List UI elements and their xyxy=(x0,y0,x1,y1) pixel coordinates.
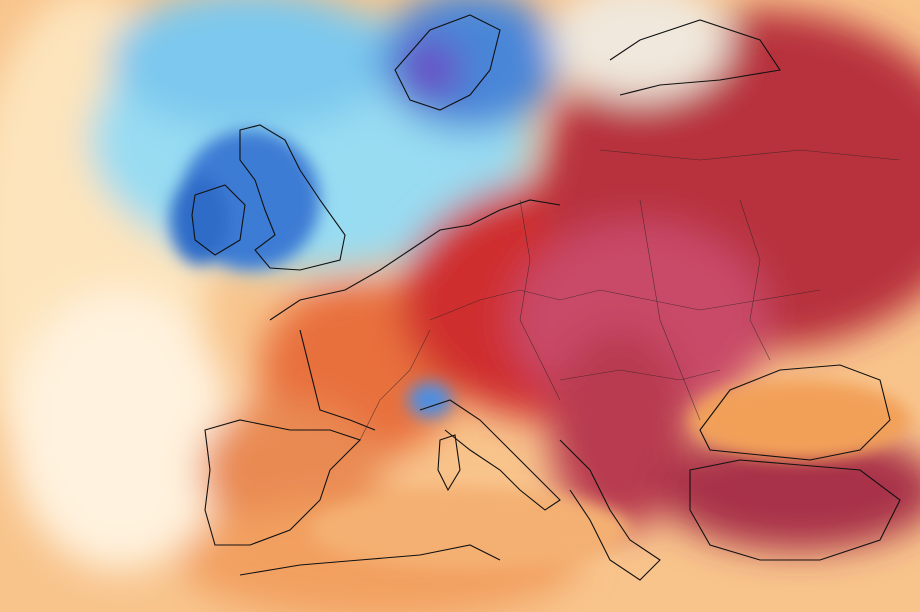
africa-coast xyxy=(239,544,501,576)
border-line xyxy=(739,199,771,361)
black-sea xyxy=(690,380,910,460)
ireland-coast xyxy=(191,184,246,256)
balkan-hot-area xyxy=(550,330,690,530)
italy-coast xyxy=(419,399,561,511)
anatolia-coast xyxy=(689,459,901,561)
balkan-coast xyxy=(559,439,661,581)
borders xyxy=(359,149,901,441)
corsica-sardinia-coast xyxy=(437,434,461,492)
ireland-cold-area xyxy=(170,175,230,265)
border-line xyxy=(359,329,431,441)
norway-coldest-area xyxy=(400,40,460,100)
cool-north-area xyxy=(110,0,390,130)
coastlines xyxy=(191,14,901,581)
norway-coast xyxy=(394,14,501,111)
anatolia-hot-area xyxy=(660,430,920,550)
iberia-coast xyxy=(204,419,362,546)
sea-details xyxy=(170,130,910,570)
border-line xyxy=(519,199,561,401)
baltic-coast xyxy=(609,19,781,96)
black-sea-coast xyxy=(699,364,891,461)
border-line xyxy=(559,369,721,381)
britain-coast xyxy=(239,124,346,271)
border-line xyxy=(429,289,821,321)
france-coast xyxy=(269,199,561,431)
border-line xyxy=(599,149,901,161)
atlantic-pale-area xyxy=(10,290,230,570)
mediterranean xyxy=(310,490,630,570)
alps-cool-area xyxy=(408,382,452,418)
border-line xyxy=(639,199,701,421)
